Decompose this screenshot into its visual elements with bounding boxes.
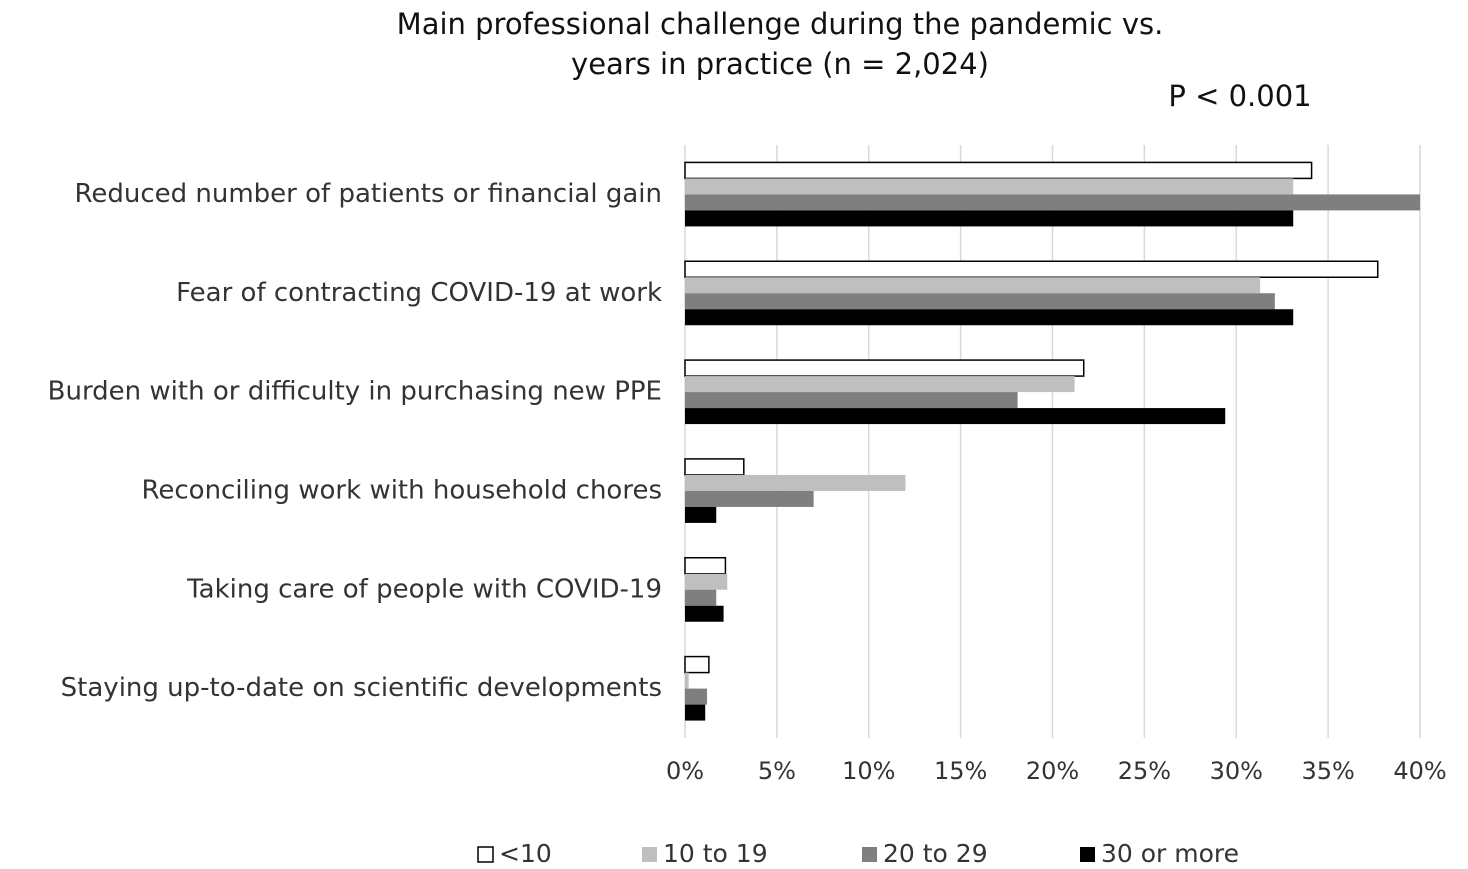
x-tick-label: 25%: [1118, 757, 1171, 785]
x-tick-label: 5%: [758, 757, 796, 785]
bar: [685, 194, 1420, 211]
x-tick-label: 35%: [1301, 757, 1354, 785]
x-tick-label: 40%: [1393, 757, 1446, 785]
x-tick-label: 20%: [1026, 757, 1079, 785]
bar: [684, 557, 727, 575]
legend-label: 30 or more: [1101, 839, 1239, 868]
bar: [685, 474, 906, 491]
bar: [685, 210, 1294, 227]
bar: [685, 605, 724, 622]
bar: [684, 260, 1379, 278]
bar: [684, 655, 710, 674]
bar: [684, 161, 1313, 180]
x-tick-label: 0%: [666, 757, 704, 785]
legend-swatch: [862, 847, 877, 862]
bar: [685, 672, 689, 689]
category-label: Staying up-to-date on scientific develop…: [61, 673, 662, 703]
legend-swatch: [477, 846, 494, 863]
bar: [685, 376, 1075, 393]
bar: [684, 359, 1085, 377]
category-label: Fear of contracting COVID-19 at work: [176, 278, 662, 308]
legend-swatch: [642, 847, 657, 862]
bar: [685, 490, 814, 507]
annotation: P < 0.001: [1168, 79, 1311, 113]
category-label: Burden with or difficulty in purchasing …: [48, 377, 662, 407]
x-tick-label: 30%: [1210, 757, 1263, 785]
bar: [685, 589, 717, 606]
bar: [685, 392, 1018, 409]
bar: [684, 458, 745, 476]
legend-label: 20 to 29: [883, 839, 988, 868]
legend-label: 10 to 19: [663, 839, 768, 868]
bar: [685, 573, 728, 590]
chart-title: Main professional challenge during the p…: [397, 7, 1164, 41]
legend-swatch: [1080, 847, 1095, 862]
bar: [685, 309, 1294, 326]
category-label: Reconciling work with household chores: [141, 475, 662, 505]
legend-label: <10: [499, 839, 552, 868]
bar: [685, 178, 1294, 195]
category-label: Taking care of people with COVID-19: [186, 574, 662, 604]
chart-title: years in practice (n = 2,024): [571, 47, 989, 81]
bar: [685, 704, 706, 721]
x-tick-label: 10%: [842, 757, 895, 785]
bar: [685, 688, 708, 705]
bar: [685, 506, 717, 523]
x-tick-label: 15%: [934, 757, 987, 785]
bar: [685, 408, 1226, 425]
bar: [685, 293, 1275, 310]
bar: [685, 277, 1261, 294]
category-label: Reduced number of patients or financial …: [74, 179, 662, 209]
